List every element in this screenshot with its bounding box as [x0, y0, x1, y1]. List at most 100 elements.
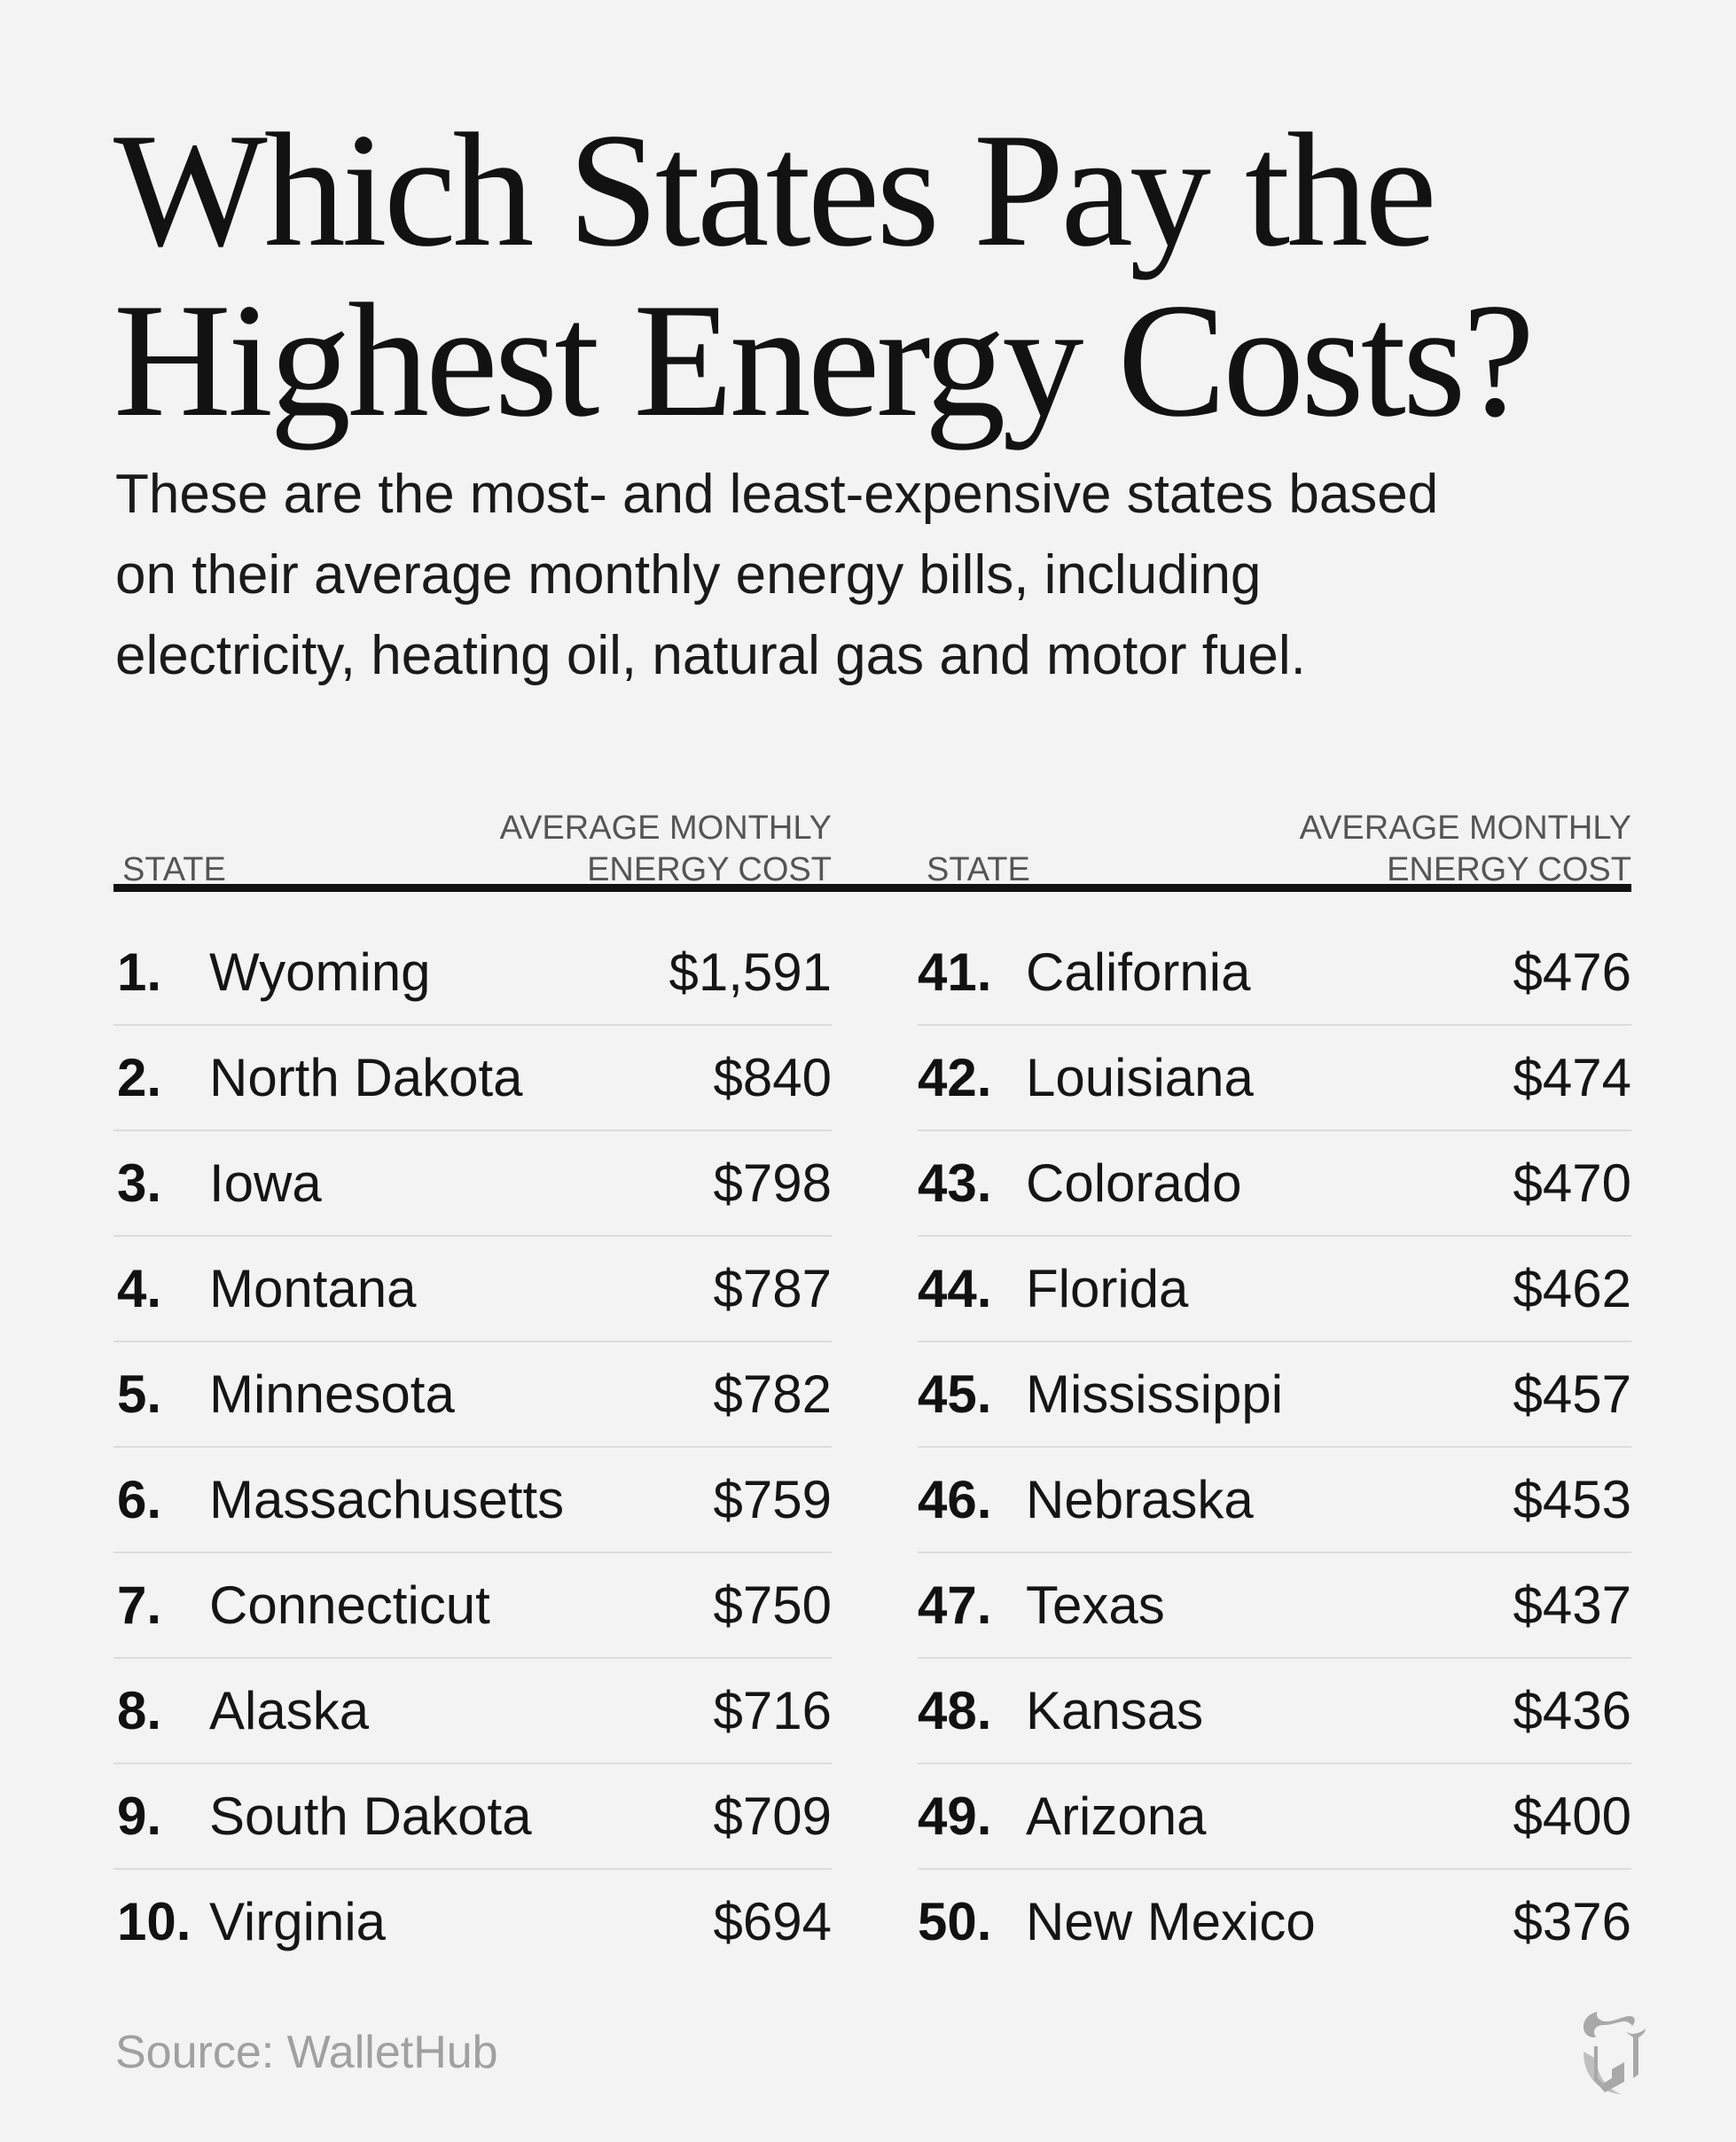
state-name: Virginia [209, 1892, 387, 1951]
cost-header-line-2: ENERGY COST [1387, 851, 1631, 888]
cost-value: $376 [1513, 1892, 1631, 1951]
table-row: 47. Texas $437 [918, 1553, 1631, 1659]
table-row: 45. Mississippi $457 [918, 1342, 1631, 1448]
table-row: 41. California $476 [918, 920, 1631, 1026]
rank-label: 42. [918, 1048, 992, 1107]
right-column-header: STATE AVERAGE MONTHLY ENERGY COST [918, 762, 1631, 891]
cost-value: $787 [713, 1259, 832, 1318]
table-row: 9. South Dakota $709 [113, 1764, 832, 1870]
rank-label: 46. [918, 1470, 992, 1529]
table-row: 7. Connecticut $750 [113, 1553, 832, 1659]
subtitle-line-1: These are the most- and least-expensive … [115, 464, 1439, 525]
table-row: 48. Kansas $436 [918, 1659, 1631, 1764]
state-name: Kansas [1026, 1681, 1204, 1740]
cost-value: $476 [1513, 942, 1631, 1002]
rank-label: 9. [117, 1786, 162, 1846]
cost-value: $1,591 [669, 942, 832, 1002]
cost-value: $474 [1513, 1048, 1631, 1107]
table-row: 6. Massachusetts $759 [113, 1448, 832, 1553]
left-column-header: STATE AVERAGE MONTHLY ENERGY COST [113, 762, 832, 891]
cost-value: $694 [713, 1892, 832, 1951]
cost-value: $798 [713, 1153, 832, 1213]
state-name: Connecticut [209, 1575, 490, 1635]
cost-value: $470 [1513, 1153, 1631, 1213]
state-name: Wyoming [209, 942, 431, 1002]
rank-label: 45. [918, 1364, 992, 1424]
state-name: Colorado [1026, 1153, 1242, 1213]
page-title: Which States Pay the Highest Energy Cost… [113, 105, 1621, 445]
cost-value: $750 [713, 1575, 832, 1635]
cost-value: $436 [1513, 1681, 1631, 1740]
state-name: Texas [1026, 1575, 1165, 1635]
table-row: 4. Montana $787 [113, 1237, 832, 1342]
table-row: 5. Minnesota $782 [113, 1342, 832, 1448]
least-expensive-list: 41. California $476 42. Louisiana $474 43. Colo… [918, 920, 1631, 1974]
nyt-logo-icon [1584, 2012, 1646, 2094]
rank-label: 50. [918, 1892, 992, 1951]
table-row: 49. Arizona $400 [918, 1764, 1631, 1870]
table-row: 2. North Dakota $840 [113, 1026, 832, 1131]
table-row: 44. Florida $462 [918, 1237, 1631, 1342]
cost-value: $709 [713, 1786, 832, 1846]
cost-header: AVERAGE MONTHLY ENERGY COST [500, 808, 832, 891]
rank-label: 1. [117, 942, 162, 1002]
rank-label: 44. [918, 1259, 992, 1318]
state-name: Nebraska [1026, 1470, 1254, 1529]
rank-label: 2. [117, 1048, 162, 1107]
state-name: Mississippi [1026, 1364, 1284, 1424]
title-line-1: Which States Pay the [113, 99, 1437, 280]
cost-value: $840 [713, 1048, 832, 1107]
state-name: Louisiana [1026, 1048, 1254, 1107]
header-divider [113, 884, 1631, 892]
table-row: 42. Louisiana $474 [918, 1026, 1631, 1131]
state-name: New Mexico [1026, 1892, 1316, 1951]
cost-header-line-2: ENERGY COST [587, 851, 832, 888]
state-name: California [1026, 942, 1251, 1002]
rank-label: 4. [117, 1259, 162, 1318]
rank-label: 49. [918, 1786, 992, 1846]
table-row: 46. Nebraska $453 [918, 1448, 1631, 1553]
state-name: Minnesota [209, 1364, 455, 1424]
state-name: Arizona [1026, 1786, 1207, 1846]
cost-value: $759 [713, 1470, 832, 1529]
rank-label: 7. [117, 1575, 162, 1635]
rank-label: 3. [117, 1153, 162, 1213]
cost-header-line-1: AVERAGE MONTHLY [499, 809, 832, 847]
state-name: North Dakota [209, 1048, 523, 1107]
state-name: South Dakota [209, 1786, 532, 1846]
state-name: Iowa [209, 1153, 322, 1213]
rank-label: 48. [918, 1681, 992, 1740]
subtitle-line-2: on their average monthly energy bills, i… [115, 544, 1262, 606]
state-header: STATE [927, 851, 1030, 888]
subtitle-line-3: electricity, heating oil, natural gas an… [115, 625, 1306, 686]
rank-label: 5. [117, 1364, 162, 1424]
state-name: Alaska [209, 1681, 370, 1740]
state-name: Massachusetts [209, 1470, 565, 1529]
cost-value: $782 [713, 1364, 832, 1424]
cost-value: $400 [1513, 1786, 1631, 1846]
rank-label: 8. [117, 1681, 162, 1740]
rank-label: 6. [117, 1470, 162, 1529]
source-note: Source: WalletHub [115, 2027, 498, 2078]
rank-label: 41. [918, 942, 992, 1002]
state-name: Montana [209, 1259, 417, 1318]
table-row: 50. New Mexico $376 [918, 1870, 1631, 1974]
cost-value: $437 [1513, 1575, 1631, 1635]
rank-label: 43. [918, 1153, 992, 1213]
state-header: STATE [122, 851, 226, 888]
rank-label: 47. [918, 1575, 992, 1635]
table-row: 3. Iowa $798 [113, 1131, 832, 1237]
cost-header-line-1: AVERAGE MONTHLY [1299, 809, 1631, 847]
most-expensive-list: 1. Wyoming $1,591 2. North Dakota $840 3. Iowa $… [113, 920, 832, 1974]
table-row: 1. Wyoming $1,591 [113, 920, 832, 1026]
table-row: 8. Alaska $716 [113, 1659, 832, 1764]
table-row: 43. Colorado $470 [918, 1131, 1631, 1237]
subtitle: These are the most- and least-expensive … [115, 454, 1640, 696]
state-name: Florida [1026, 1259, 1189, 1318]
cost-value: $453 [1513, 1470, 1631, 1529]
rank-label: 10. [117, 1892, 192, 1951]
title-line-2: Highest Energy Costs? [113, 270, 1535, 450]
table-row: 10. Virginia $694 [113, 1870, 832, 1974]
cost-value: $716 [713, 1681, 832, 1740]
cost-value: $457 [1513, 1364, 1631, 1424]
